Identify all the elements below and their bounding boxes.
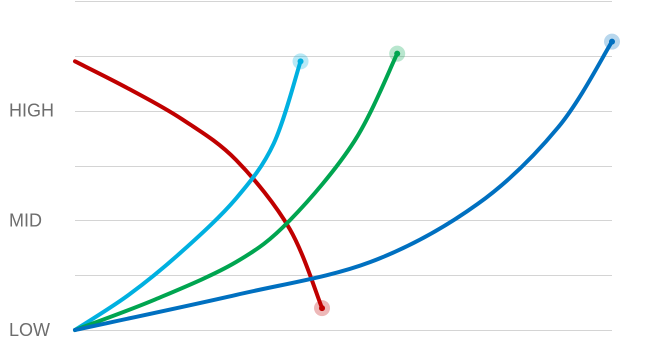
series-end-marker-4 (609, 38, 615, 45)
series-end-marker-2 (297, 58, 304, 65)
series-end-marker-3 (394, 50, 401, 57)
series-line-3 (73, 51, 400, 332)
gridlines (75, 1, 612, 331)
series-lines (73, 39, 614, 332)
series-line-2 (73, 59, 303, 332)
series-end-marker-1 (319, 305, 326, 312)
series-line-4 (73, 39, 614, 332)
y-tick-label: LOW (9, 320, 50, 339)
series-end-markers (292, 33, 620, 317)
y-tick-label: HIGH (9, 101, 54, 121)
series-line-1 (73, 59, 325, 311)
y-axis-labels: LOW MID HIGH (9, 101, 54, 339)
y-tick-label: MID (9, 210, 42, 230)
